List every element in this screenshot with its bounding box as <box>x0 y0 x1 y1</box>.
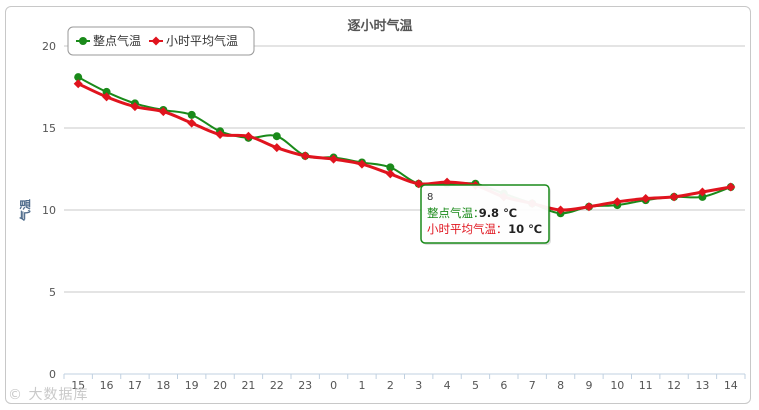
series-1-point[interactable] <box>187 110 196 119</box>
x-tick-label: 2 <box>387 379 394 392</box>
tooltip-row-label: 整点气温： <box>427 206 485 220</box>
series-2-point[interactable] <box>73 79 83 89</box>
series-1-point[interactable] <box>698 192 707 201</box>
x-tick-label: 10 <box>610 379 624 392</box>
x-tick-label: 5 <box>472 379 479 392</box>
series-2-point[interactable] <box>669 192 679 202</box>
tooltip-row-label: 小时平均气温： <box>427 222 508 236</box>
y-tick-label: 10 <box>42 204 56 217</box>
series-2-point[interactable] <box>272 143 282 153</box>
series-2-point[interactable] <box>385 169 395 179</box>
series-2-point[interactable] <box>697 187 707 197</box>
series-1-point[interactable] <box>74 73 83 82</box>
x-tick-label: 22 <box>270 379 284 392</box>
y-axis-label: 气温 <box>18 199 32 222</box>
series-2-point[interactable] <box>130 102 140 112</box>
series-1-point[interactable] <box>386 163 395 172</box>
y-tick-label: 20 <box>42 40 56 53</box>
series-2-point[interactable] <box>329 154 339 164</box>
x-tick-label: 4 <box>444 379 451 392</box>
x-tick-label: 17 <box>128 379 142 392</box>
series-2-point[interactable] <box>243 131 253 141</box>
x-tick-label: 7 <box>529 379 536 392</box>
watermark: © 大数据库 <box>8 387 89 403</box>
tooltip-row-value: 9.8 ℃ <box>479 206 517 220</box>
x-tick-label: 1 <box>358 379 365 392</box>
series-2-point[interactable] <box>641 194 651 204</box>
tooltip-header: 8 <box>427 192 433 203</box>
series-1-point[interactable] <box>102 87 111 96</box>
series-2-point[interactable] <box>300 151 310 161</box>
x-tick-label: 15 <box>71 379 85 392</box>
y-tick-label: 15 <box>42 122 56 135</box>
y-tick-label: 0 <box>49 368 56 381</box>
series-line-2 <box>77 82 732 212</box>
x-tick-label: 13 <box>695 379 709 392</box>
legend-label-1[interactable]: 整点气温 <box>93 33 141 48</box>
series-2-point[interactable] <box>612 197 622 207</box>
x-tick-label: 14 <box>724 379 738 392</box>
x-tick-label: 8 <box>557 379 564 392</box>
x-tick-label: 11 <box>639 379 653 392</box>
x-tick-label: 9 <box>585 379 592 392</box>
series-line-1 <box>77 76 732 215</box>
series-2-point[interactable] <box>414 179 424 189</box>
x-tick-label: 16 <box>100 379 114 392</box>
legend-swatch-marker <box>79 37 87 45</box>
tooltip-row-value: 10 ℃ <box>508 222 542 236</box>
series-2-point[interactable] <box>726 182 736 192</box>
x-tick-label: 19 <box>185 379 199 392</box>
legend-swatch-marker <box>151 36 161 46</box>
series-2-point[interactable] <box>556 205 566 215</box>
x-tick-label: 21 <box>241 379 255 392</box>
series-2-point[interactable] <box>187 118 197 128</box>
series-2-point[interactable] <box>158 107 168 117</box>
x-tick-label: 3 <box>415 379 422 392</box>
x-tick-label: 20 <box>213 379 227 392</box>
series-2-point[interactable] <box>102 92 112 102</box>
series-1-point[interactable] <box>272 132 281 141</box>
tooltip-box <box>420 184 550 244</box>
x-tick-label: 6 <box>500 379 507 392</box>
x-tick-label: 18 <box>156 379 170 392</box>
x-tick-label: 12 <box>667 379 681 392</box>
y-tick-label: 5 <box>49 286 56 299</box>
chart-frame <box>5 6 751 404</box>
x-tick-label: 0 <box>330 379 337 392</box>
x-tick-label: 23 <box>298 379 312 392</box>
legend-label-2[interactable]: 小时平均气温 <box>166 33 238 48</box>
series-2-point[interactable] <box>357 159 367 169</box>
series-2-point[interactable] <box>215 130 225 140</box>
chart-title: 逐小时气温 <box>347 18 412 34</box>
series-2-point[interactable] <box>584 202 594 212</box>
